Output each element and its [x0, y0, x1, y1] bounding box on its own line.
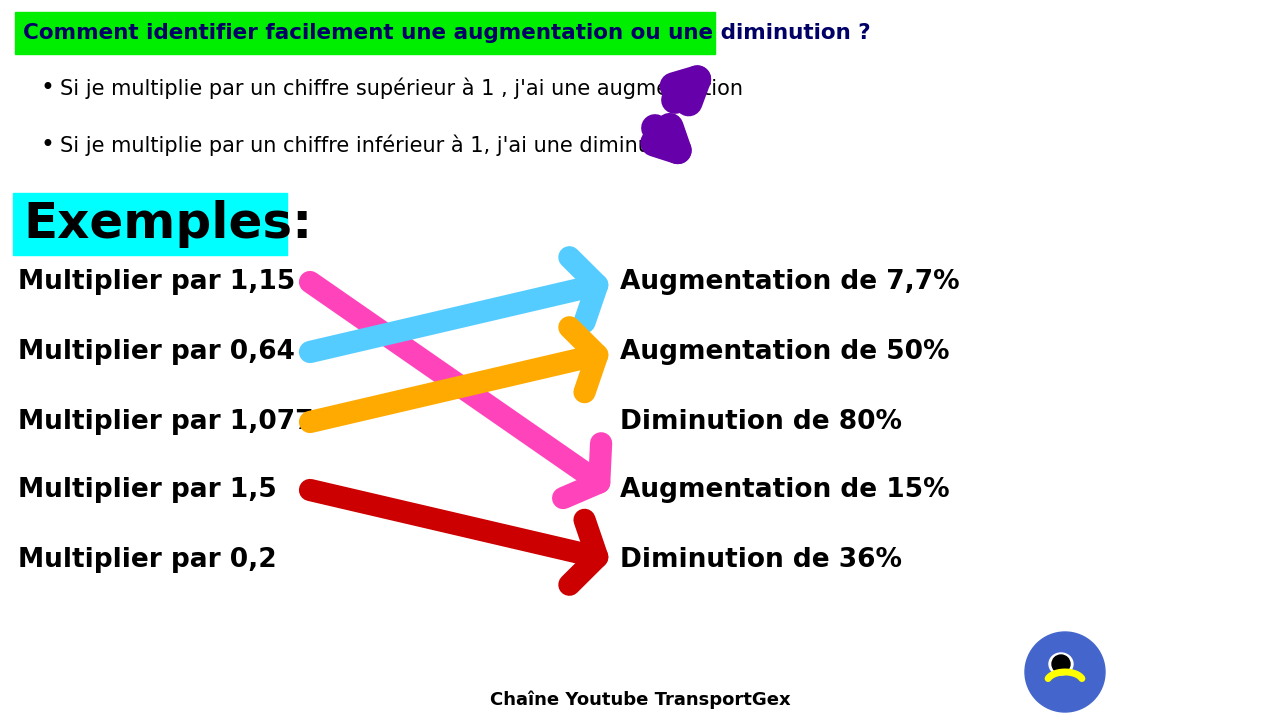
Text: Multiplier par 1,5: Multiplier par 1,5 [18, 477, 276, 503]
Text: Augmentation de 50%: Augmentation de 50% [620, 339, 950, 365]
FancyBboxPatch shape [15, 12, 716, 54]
Text: Exemples:: Exemples: [23, 200, 312, 248]
Text: Multiplier par 0,64: Multiplier par 0,64 [18, 339, 294, 365]
Text: •: • [40, 133, 54, 157]
Text: Si je multiplie par un chiffre inférieur à 1, j'ai une diminution: Si je multiplie par un chiffre inférieur… [60, 134, 691, 156]
Text: Chaîne Youtube TransportGex: Chaîne Youtube TransportGex [490, 690, 790, 709]
Text: •: • [40, 76, 54, 100]
Text: Diminution de 36%: Diminution de 36% [620, 547, 902, 573]
Text: Comment identifier facilement une augmentation ou une diminution ?: Comment identifier facilement une augmen… [23, 23, 870, 43]
Text: Diminution de 80%: Diminution de 80% [620, 409, 902, 435]
Circle shape [1025, 632, 1105, 712]
Text: Multiplier par 1,15: Multiplier par 1,15 [18, 269, 296, 295]
Text: Multiplier par 0,2: Multiplier par 0,2 [18, 547, 276, 573]
Text: Si je multiplie par un chiffre supérieur à 1 , j'ai une augmentation: Si je multiplie par un chiffre supérieur… [60, 77, 742, 99]
Text: Augmentation de 15%: Augmentation de 15% [620, 477, 950, 503]
Ellipse shape [1050, 653, 1073, 675]
FancyBboxPatch shape [13, 193, 287, 255]
Text: Multiplier par 1,077: Multiplier par 1,077 [18, 409, 314, 435]
Circle shape [1052, 655, 1070, 673]
Text: Augmentation de 7,7%: Augmentation de 7,7% [620, 269, 960, 295]
